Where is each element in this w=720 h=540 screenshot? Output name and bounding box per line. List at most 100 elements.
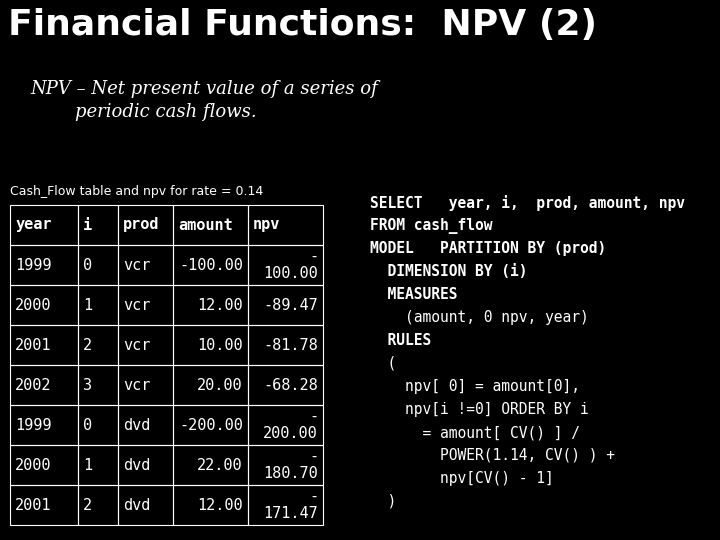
Text: MODEL   PARTITION BY (prod): MODEL PARTITION BY (prod)	[370, 241, 606, 256]
Text: -200.00: -200.00	[179, 417, 243, 433]
Bar	[118, 205, 173, 245]
Text: 2001: 2001	[15, 338, 52, 353]
Text: 1: 1	[83, 298, 92, 313]
Text: 10.00: 10.00	[197, 338, 243, 353]
Bar	[248, 325, 323, 365]
Text: periodic cash flows.: periodic cash flows.	[75, 103, 256, 121]
Text: -100.00: -100.00	[179, 258, 243, 273]
Bar	[173, 205, 248, 245]
Text: dvd: dvd	[123, 457, 150, 472]
Text: = amount[ CV() ] /: = amount[ CV() ] /	[370, 425, 580, 440]
Text: (amount, 0 npv, year): (amount, 0 npv, year)	[370, 310, 589, 325]
Text: SELECT   year, i,  prod, amount, npv: SELECT year, i, prod, amount, npv	[370, 195, 685, 211]
Text: npv[i !=0] ORDER BY i: npv[i !=0] ORDER BY i	[370, 402, 589, 417]
Text: 171.47: 171.47	[264, 507, 318, 521]
Text: MEASURES: MEASURES	[370, 287, 457, 302]
Bar	[78, 445, 118, 485]
Text: -: -	[309, 249, 318, 264]
Bar	[78, 205, 118, 245]
Text: $\sum \dfrac{amount_i}{(1+rate)^i}$: $\sum \dfrac{amount_i}{(1+rate)^i}$	[511, 75, 619, 119]
Text: prod: prod	[123, 218, 160, 233]
Bar	[173, 365, 248, 405]
Bar	[10, 445, 78, 485]
Bar	[248, 285, 323, 325]
Bar	[173, 245, 248, 285]
Bar	[118, 325, 173, 365]
Bar	[78, 245, 118, 285]
Text: 2000: 2000	[15, 457, 52, 472]
Text: 180.70: 180.70	[264, 467, 318, 481]
Text: vcr: vcr	[123, 298, 150, 313]
Text: POWER(1.14, CV() ) +: POWER(1.14, CV() ) +	[370, 448, 615, 463]
Bar	[118, 365, 173, 405]
Text: Financial Functions:  NPV (2): Financial Functions: NPV (2)	[8, 8, 597, 42]
Bar	[118, 405, 173, 445]
Bar	[78, 365, 118, 405]
Text: dvd: dvd	[123, 497, 150, 512]
Text: -89.47: -89.47	[264, 298, 318, 313]
Text: -81.78: -81.78	[264, 338, 318, 353]
Text: -: -	[309, 409, 318, 424]
Text: 100.00: 100.00	[264, 266, 318, 281]
Bar	[173, 285, 248, 325]
Text: -: -	[309, 449, 318, 464]
Text: 1: 1	[83, 457, 92, 472]
Text: npv: npv	[253, 218, 280, 233]
Text: 12.00: 12.00	[197, 298, 243, 313]
Text: npv[ 0] = amount[0],: npv[ 0] = amount[0],	[370, 379, 580, 394]
Text: NPV – Net present value of a series of: NPV – Net present value of a series of	[30, 80, 378, 98]
Bar	[10, 365, 78, 405]
Text: (: (	[370, 356, 396, 371]
Text: 2001: 2001	[15, 497, 52, 512]
Text: -: -	[309, 489, 318, 504]
Bar	[118, 445, 173, 485]
Bar	[248, 405, 323, 445]
Text: npv[CV() - 1]: npv[CV() - 1]	[370, 471, 554, 486]
Text: 2000: 2000	[15, 298, 52, 313]
Text: 1999: 1999	[15, 417, 52, 433]
Bar	[78, 405, 118, 445]
Text: ): )	[370, 494, 396, 509]
Bar	[173, 485, 248, 525]
Text: vcr: vcr	[123, 338, 150, 353]
Text: vcr: vcr	[123, 258, 150, 273]
Text: 3: 3	[83, 377, 92, 393]
Text: year: year	[15, 218, 52, 233]
Text: Cash_Flow table and npv for rate = 0.14: Cash_Flow table and npv for rate = 0.14	[10, 185, 264, 198]
Bar	[118, 285, 173, 325]
Bar	[10, 485, 78, 525]
Text: 20.00: 20.00	[197, 377, 243, 393]
Bar	[173, 325, 248, 365]
Text: -68.28: -68.28	[264, 377, 318, 393]
Text: dvd: dvd	[123, 417, 150, 433]
Bar	[248, 245, 323, 285]
Text: DIMENSION BY (i): DIMENSION BY (i)	[370, 264, 528, 279]
Bar	[10, 405, 78, 445]
Text: 22.00: 22.00	[197, 457, 243, 472]
Text: vcr: vcr	[123, 377, 150, 393]
Bar	[248, 205, 323, 245]
Text: 0: 0	[83, 417, 92, 433]
Bar	[10, 245, 78, 285]
Text: 2: 2	[83, 497, 92, 512]
Text: 2: 2	[83, 338, 92, 353]
Bar	[10, 285, 78, 325]
Bar	[248, 485, 323, 525]
Bar	[78, 285, 118, 325]
Bar	[248, 365, 323, 405]
Bar	[173, 405, 248, 445]
Bar	[173, 445, 248, 485]
Bar	[10, 205, 78, 245]
Text: RULES: RULES	[370, 333, 431, 348]
Bar	[10, 325, 78, 365]
Text: 0: 0	[83, 258, 92, 273]
Text: i: i	[83, 218, 92, 233]
Bar	[78, 485, 118, 525]
Text: 12.00: 12.00	[197, 497, 243, 512]
Text: amount: amount	[178, 218, 233, 233]
Bar	[118, 245, 173, 285]
Bar	[248, 445, 323, 485]
Bar	[78, 325, 118, 365]
Text: 2002: 2002	[15, 377, 52, 393]
Text: 1999: 1999	[15, 258, 52, 273]
